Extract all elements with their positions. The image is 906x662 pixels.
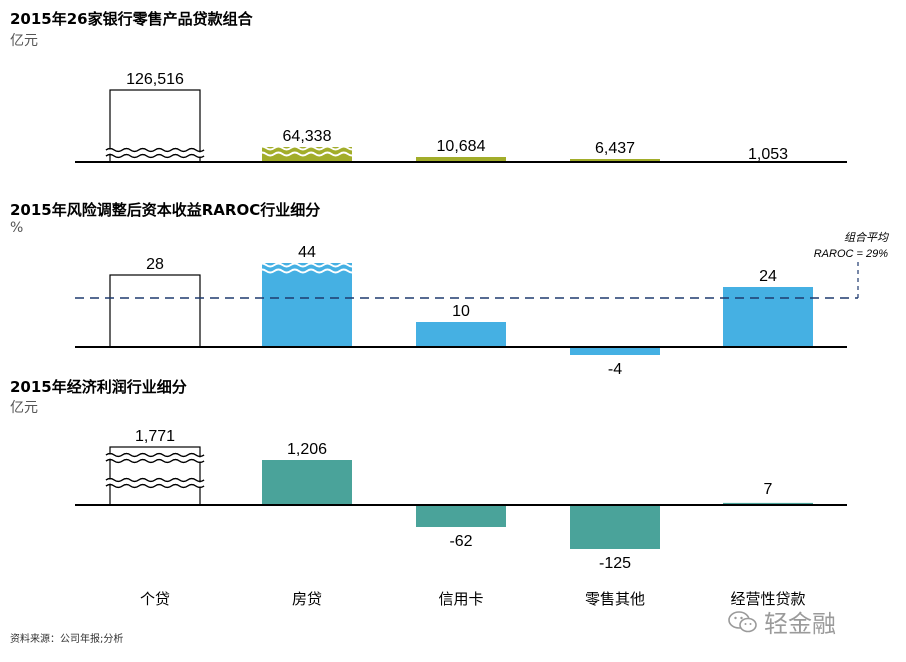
chart1-break-line-personal-loan-0-1 [105, 153, 205, 159]
chart1-bar-credit-card [416, 157, 506, 162]
chart3-bar-credit-card [416, 505, 506, 527]
chart1-bar-retail-other [570, 159, 660, 162]
chart3-label-mortgage: 1,206 [287, 441, 327, 458]
chart3-label-personal-loan: 1,771 [135, 428, 175, 445]
chart2-label-personal-loan: 28 [146, 256, 164, 273]
chart1-label-mortgage: 64,338 [283, 128, 332, 145]
chart2-unit: % [10, 220, 24, 236]
chart2-break-mortgage-0 [257, 262, 357, 268]
chart2-bar-credit-card [416, 322, 506, 347]
chart3-break-line-personal-loan-1-1 [105, 483, 205, 489]
chart1-unit: 亿元 [10, 33, 38, 49]
watermark: 轻金融 [728, 604, 836, 639]
chart3-label-business-loan: 7 [764, 481, 773, 498]
chart2-label-retail-other: -4 [608, 361, 622, 378]
chart3-break-line-personal-loan-0-0 [105, 452, 205, 458]
chart2-label-mortgage: 44 [298, 244, 316, 261]
category-label-mortgage: 房贷 [292, 590, 322, 608]
chart3-break-gap-personal-loan-0 [104, 454, 206, 462]
chart3-break-gap-personal-loan-1 [104, 479, 206, 487]
chart3-bar-mortgage [262, 460, 352, 505]
chart3-label-credit-card: -62 [449, 533, 472, 550]
chart3-label-retail-other: -125 [599, 555, 631, 572]
chart2-bar-business-loan [723, 287, 813, 347]
chart1-label-retail-other: 6,437 [595, 140, 635, 157]
chart3-title: 2015年经济利润行业细分 [10, 378, 187, 396]
chart3-unit: 亿元 [10, 400, 38, 416]
category-label-personal-loan: 个贷 [140, 590, 170, 608]
chart1-label-business-loan: 1,053 [748, 146, 788, 163]
chart2-label-credit-card: 10 [452, 303, 470, 320]
chart1-label-credit-card: 10,684 [437, 138, 486, 155]
chart3-break-line-personal-loan-0-1 [105, 458, 205, 464]
chart3-bar-retail-other [570, 505, 660, 549]
chart2-bar-mortgage [262, 263, 352, 347]
category-label-business-loan: 经营性贷款 [730, 590, 805, 608]
chart2-average-label-line1: 组合平均 [844, 231, 890, 244]
chart1-break-mortgage-0 [257, 145, 357, 151]
chart2-average-label-line2: RAROC = 29% [814, 248, 888, 260]
chart3-break-line-personal-loan-1-0 [105, 477, 205, 483]
chart2-bar-retail-other [570, 347, 660, 355]
watermark-text: 轻金融 [764, 610, 836, 638]
chart1-label-personal-loan: 126,516 [126, 71, 184, 88]
source-note: 资料来源：公司年报;分析 [10, 634, 124, 645]
chart3-bar-business-loan [723, 502, 813, 505]
wechat-icon [728, 610, 757, 632]
chart1-title: 2015年26家银行零售产品贷款组合 [10, 10, 253, 28]
chart2-bar-personal-loan [109, 274, 201, 348]
chart1-break-gap-personal-loan-0 [104, 149, 206, 157]
category-label-credit-card: 信用卡 [438, 590, 483, 608]
chart2-title: 2015年风险调整后资本收益RAROC行业细分 [10, 201, 321, 219]
chart1-break-mortgage-1 [257, 151, 357, 157]
chart1-break-line-personal-loan-0-0 [105, 147, 205, 153]
chart2-label-business-loan: 24 [759, 268, 777, 285]
category-label-retail-other: 零售其他 [585, 590, 645, 608]
chart2-break-mortgage-1 [257, 268, 357, 274]
